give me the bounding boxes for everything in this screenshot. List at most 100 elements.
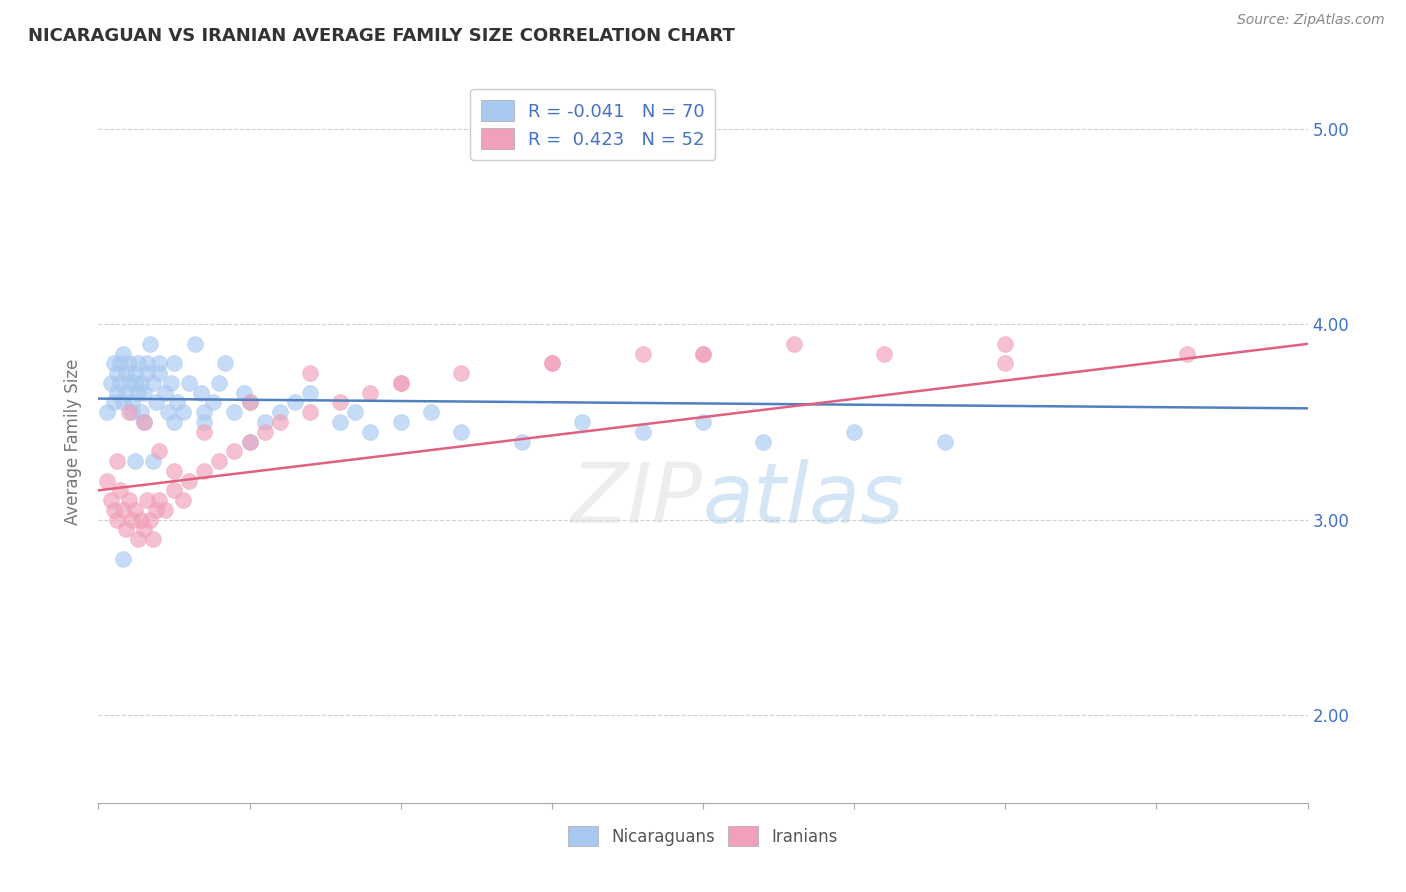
Point	[135, 493, 157, 508]
Point	[239, 434, 262, 449]
Point	[994, 356, 1017, 370]
Point	[193, 405, 215, 419]
Point	[129, 513, 152, 527]
Point	[299, 405, 322, 419]
Point	[783, 337, 806, 351]
Point	[329, 415, 352, 429]
Point	[166, 395, 188, 409]
Point	[299, 366, 322, 380]
Point	[224, 405, 246, 419]
Y-axis label: Average Family Size: Average Family Size	[65, 359, 83, 524]
Point	[631, 346, 654, 360]
Point	[105, 366, 128, 380]
Point	[202, 395, 225, 409]
Point	[118, 493, 141, 508]
Point	[253, 415, 276, 429]
Point	[108, 483, 131, 498]
Point	[873, 346, 896, 360]
Point	[163, 356, 186, 370]
Point	[139, 513, 162, 527]
Point	[132, 415, 155, 429]
Point	[100, 493, 122, 508]
Point	[163, 464, 186, 478]
Point	[148, 444, 170, 458]
Point	[692, 346, 714, 360]
Point	[190, 385, 212, 400]
Point	[692, 415, 714, 429]
Point	[132, 385, 155, 400]
Point	[118, 376, 141, 390]
Point	[121, 395, 143, 409]
Point	[631, 425, 654, 439]
Point	[135, 366, 157, 380]
Point	[692, 346, 714, 360]
Text: atlas: atlas	[703, 458, 904, 540]
Point	[752, 434, 775, 449]
Point	[118, 405, 141, 419]
Point	[163, 483, 186, 498]
Point	[208, 376, 231, 390]
Point	[105, 454, 128, 468]
Point	[253, 425, 276, 439]
Point	[145, 503, 167, 517]
Point	[179, 376, 201, 390]
Point	[142, 454, 165, 468]
Point	[540, 356, 562, 370]
Point	[105, 513, 128, 527]
Point	[160, 376, 183, 390]
Point	[135, 356, 157, 370]
Point	[163, 415, 186, 429]
Point	[118, 356, 141, 370]
Point	[139, 337, 162, 351]
Point	[148, 366, 170, 380]
Text: NICARAGUAN VS IRANIAN AVERAGE FAMILY SIZE CORRELATION CHART: NICARAGUAN VS IRANIAN AVERAGE FAMILY SIZ…	[28, 27, 735, 45]
Point	[142, 376, 165, 390]
Point	[127, 385, 149, 400]
Point	[121, 405, 143, 419]
Point	[132, 523, 155, 537]
Point	[108, 376, 131, 390]
Point	[100, 376, 122, 390]
Point	[344, 405, 367, 419]
Point	[269, 405, 291, 419]
Point	[172, 493, 194, 508]
Point	[934, 434, 956, 449]
Text: ZIP: ZIP	[571, 458, 703, 540]
Point	[510, 434, 533, 449]
Point	[148, 493, 170, 508]
Point	[360, 425, 382, 439]
Point	[172, 405, 194, 419]
Point	[103, 395, 125, 409]
Point	[450, 425, 472, 439]
Point	[193, 464, 215, 478]
Point	[844, 425, 866, 439]
Point	[148, 356, 170, 370]
Point	[111, 503, 134, 517]
Point	[389, 376, 412, 390]
Point	[103, 356, 125, 370]
Point	[124, 503, 146, 517]
Point	[114, 366, 136, 380]
Point	[111, 551, 134, 566]
Point	[329, 395, 352, 409]
Point	[193, 425, 215, 439]
Point	[108, 356, 131, 370]
Point	[179, 474, 201, 488]
Point	[239, 434, 262, 449]
Point	[1175, 346, 1198, 360]
Point	[127, 356, 149, 370]
Point	[540, 356, 562, 370]
Point	[224, 444, 246, 458]
Point	[284, 395, 307, 409]
Point	[239, 395, 262, 409]
Point	[111, 395, 134, 409]
Point	[156, 405, 179, 419]
Point	[153, 385, 176, 400]
Point	[193, 415, 215, 429]
Point	[129, 405, 152, 419]
Point	[269, 415, 291, 429]
Point	[142, 532, 165, 546]
Legend: Nicaraguans, Iranians: Nicaraguans, Iranians	[561, 820, 845, 852]
Point	[299, 385, 322, 400]
Point	[994, 337, 1017, 351]
